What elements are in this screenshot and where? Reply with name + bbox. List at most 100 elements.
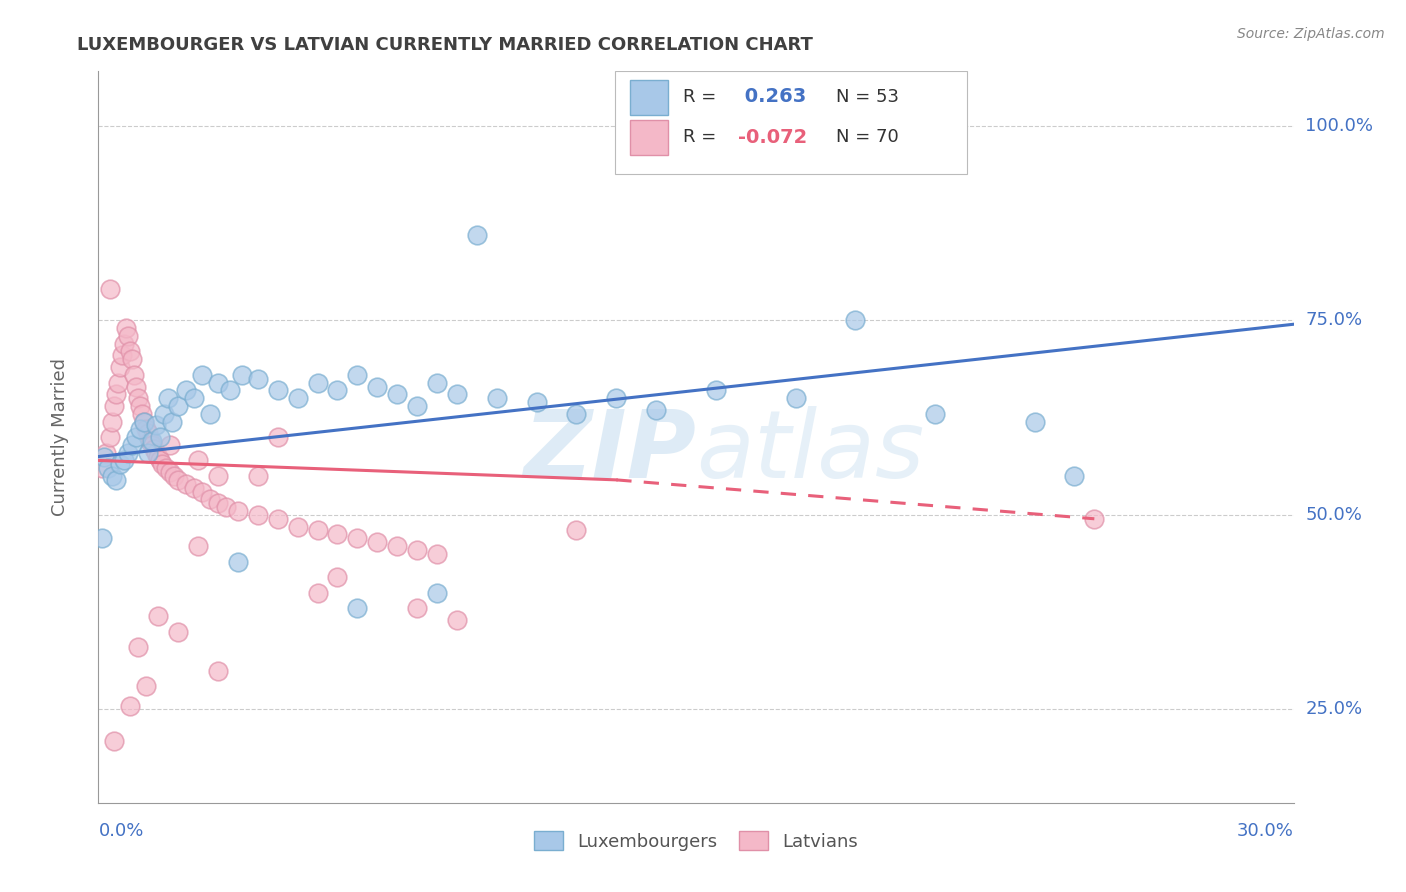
FancyBboxPatch shape bbox=[630, 80, 668, 115]
Point bbox=[129, 399, 152, 413]
Point bbox=[98, 282, 122, 296]
Text: N = 53: N = 53 bbox=[835, 88, 898, 106]
Point bbox=[785, 391, 807, 405]
Point bbox=[134, 415, 156, 429]
Point bbox=[101, 469, 124, 483]
Point bbox=[107, 376, 129, 390]
Point bbox=[141, 434, 163, 448]
Point bbox=[135, 422, 157, 436]
Point bbox=[174, 476, 197, 491]
Point bbox=[191, 368, 214, 382]
Text: ZIP: ZIP bbox=[523, 406, 696, 498]
Point bbox=[198, 407, 221, 421]
Text: R =: R = bbox=[683, 88, 721, 106]
Point bbox=[149, 453, 172, 467]
Text: LUXEMBOURGER VS LATVIAN CURRENTLY MARRIED CORRELATION CHART: LUXEMBOURGER VS LATVIAN CURRENTLY MARRIE… bbox=[77, 36, 813, 54]
Point bbox=[426, 376, 449, 390]
Point bbox=[267, 512, 290, 526]
Point bbox=[145, 445, 167, 459]
Point bbox=[167, 399, 190, 413]
Point bbox=[246, 508, 269, 522]
Point bbox=[105, 473, 128, 487]
Point bbox=[183, 481, 205, 495]
Point bbox=[141, 438, 163, 452]
Point bbox=[183, 391, 205, 405]
Point bbox=[565, 407, 588, 421]
Point bbox=[1024, 415, 1046, 429]
Point bbox=[125, 430, 148, 444]
Point bbox=[174, 384, 197, 398]
Point bbox=[406, 542, 429, 557]
Point bbox=[366, 379, 388, 393]
Point bbox=[385, 387, 409, 401]
Point bbox=[287, 391, 309, 405]
Text: Source: ZipAtlas.com: Source: ZipAtlas.com bbox=[1237, 27, 1385, 41]
Point bbox=[91, 461, 114, 475]
Point bbox=[101, 415, 124, 429]
Legend: Luxembourgers, Latvians: Luxembourgers, Latvians bbox=[524, 822, 868, 860]
Point bbox=[465, 227, 488, 242]
Point bbox=[136, 426, 159, 441]
Point bbox=[167, 473, 190, 487]
Point bbox=[446, 613, 468, 627]
Point bbox=[191, 484, 214, 499]
Text: 30.0%: 30.0% bbox=[1237, 822, 1294, 840]
Text: 50.0%: 50.0% bbox=[1306, 506, 1362, 524]
Point bbox=[485, 391, 508, 405]
Point bbox=[91, 531, 114, 545]
Text: 0.263: 0.263 bbox=[738, 87, 806, 106]
Point bbox=[112, 453, 135, 467]
Point bbox=[112, 336, 135, 351]
Point bbox=[446, 387, 468, 401]
Point bbox=[163, 469, 186, 483]
Point bbox=[307, 585, 329, 599]
Point bbox=[115, 321, 138, 335]
Y-axis label: Currently Married: Currently Married bbox=[51, 358, 69, 516]
Point bbox=[131, 407, 153, 421]
Text: 0.0%: 0.0% bbox=[98, 822, 143, 840]
Point bbox=[105, 387, 128, 401]
Point bbox=[148, 609, 170, 624]
Point bbox=[215, 500, 238, 515]
Point bbox=[153, 407, 176, 421]
Point bbox=[406, 399, 429, 413]
Point bbox=[526, 395, 548, 409]
Point bbox=[366, 535, 388, 549]
Point bbox=[117, 445, 139, 459]
Point bbox=[129, 422, 152, 436]
Point bbox=[385, 539, 409, 553]
Point bbox=[207, 496, 229, 510]
Point bbox=[1063, 469, 1085, 483]
Point bbox=[149, 430, 172, 444]
Point bbox=[103, 733, 125, 747]
Point bbox=[346, 601, 368, 615]
Point bbox=[127, 640, 149, 655]
Text: 75.0%: 75.0% bbox=[1306, 311, 1362, 329]
FancyBboxPatch shape bbox=[614, 71, 967, 174]
Point bbox=[246, 372, 269, 386]
Point bbox=[198, 492, 221, 507]
FancyBboxPatch shape bbox=[630, 120, 668, 155]
Point bbox=[704, 384, 727, 398]
Point bbox=[124, 368, 146, 382]
Point bbox=[121, 438, 143, 452]
Point bbox=[267, 430, 290, 444]
Point bbox=[326, 384, 349, 398]
Point bbox=[121, 352, 143, 367]
Point bbox=[287, 519, 309, 533]
Point bbox=[135, 679, 157, 693]
Point bbox=[346, 368, 368, 382]
Point bbox=[226, 555, 249, 569]
Text: atlas: atlas bbox=[696, 406, 924, 497]
Point bbox=[110, 359, 132, 374]
Point bbox=[219, 384, 242, 398]
Point bbox=[207, 664, 229, 678]
Point bbox=[98, 430, 122, 444]
Point bbox=[406, 601, 429, 615]
Point bbox=[120, 344, 142, 359]
Point bbox=[844, 313, 866, 327]
Point bbox=[167, 624, 190, 639]
Point bbox=[93, 450, 115, 464]
Point bbox=[155, 461, 177, 475]
Text: -0.072: -0.072 bbox=[738, 128, 807, 146]
